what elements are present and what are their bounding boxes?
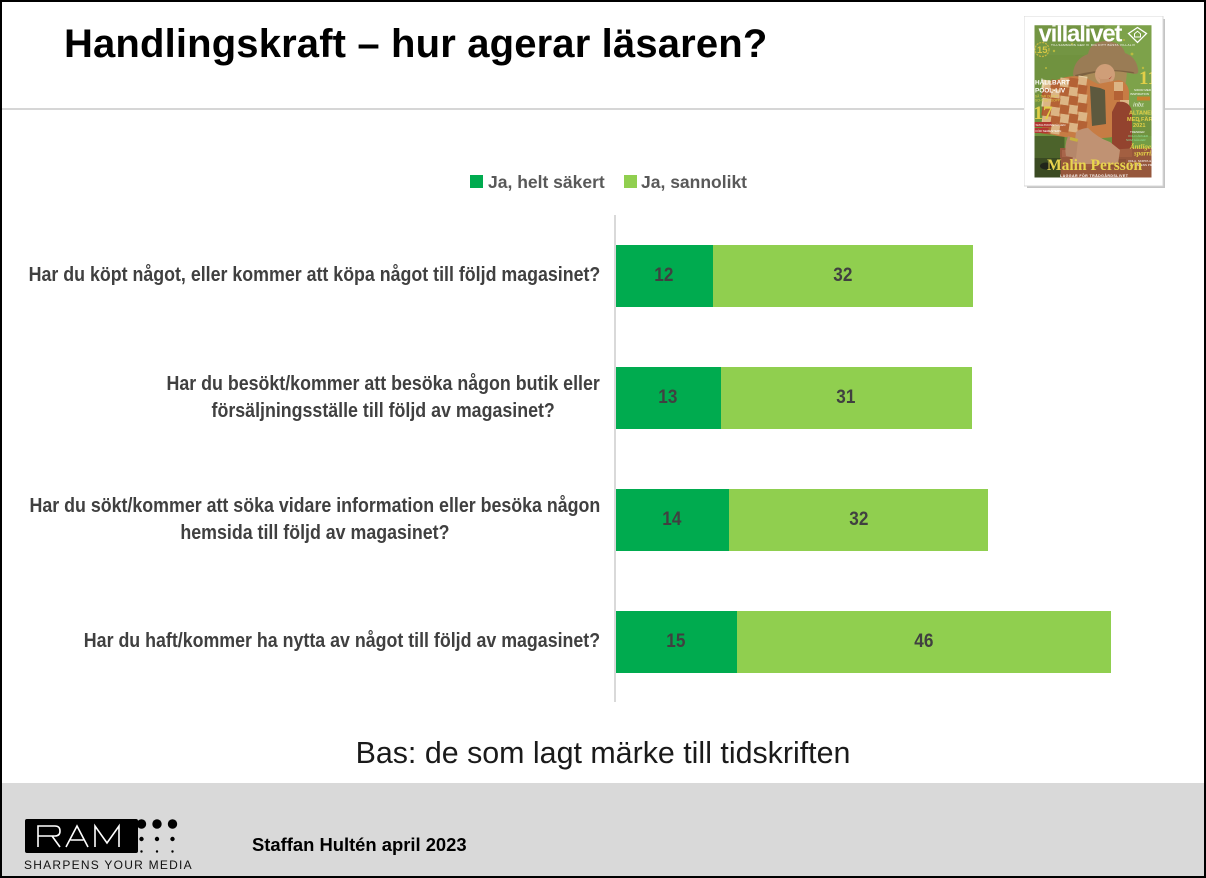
svg-text:17: 17 bbox=[1034, 103, 1054, 124]
svg-text:SIDOR MED: SIDOR MED bbox=[1134, 88, 1152, 92]
svg-text:SMULTRONSTÄLLEN: SMULTRONSTÄLLEN bbox=[1036, 123, 1066, 127]
svg-text:FÖR SEMESTERN: FÖR SEMESTERN bbox=[1036, 129, 1062, 133]
svg-text:Äntligen: Äntligen bbox=[1129, 143, 1155, 151]
svg-text:Malin Persson: Malin Persson bbox=[1047, 157, 1143, 174]
svg-text:AV VÅRENS PRIMEUR: AV VÅRENS PRIMEUR bbox=[1130, 162, 1162, 167]
svg-text:inbz: inbz bbox=[1133, 102, 1144, 109]
svg-text:ODLA, SKIPPA & NJUT: ODLA, SKIPPA & NJUT bbox=[1128, 159, 1160, 163]
svg-text:TRENDER: TRENDER bbox=[1130, 130, 1145, 134]
svg-text:HÅLLBART: HÅLLBART bbox=[1035, 78, 1070, 87]
svg-text:INSPIRATION: INSPIRATION bbox=[1130, 92, 1149, 96]
svg-text:LAGGAR FÖR TRÄDGÅRDSLIVET: LAGGAR FÖR TRÄDGÅRDSLIVET bbox=[1060, 173, 1129, 178]
svg-text:villalivet: villalivet bbox=[1039, 20, 1123, 47]
svg-text:15: 15 bbox=[1037, 45, 1048, 56]
svg-text:ALTANEN: ALTANEN bbox=[1129, 111, 1155, 117]
svg-text:2021: 2021 bbox=[1133, 123, 1145, 129]
svg-text:SOM GÄLLER: SOM GÄLLER bbox=[1126, 138, 1146, 142]
svg-text:OCH FÄRGER: OCH FÄRGER bbox=[1128, 134, 1149, 138]
svg-text:MED FÄRG: MED FÄRG bbox=[1127, 116, 1157, 123]
svg-text:SHARPENS YOUR MEDIA: SHARPENS YOUR MEDIA bbox=[24, 858, 193, 872]
svg-text:11: 11 bbox=[1139, 68, 1157, 89]
svg-text:sparris: sparris bbox=[1133, 150, 1154, 158]
svg-text:SÅ TAR DU ETT: SÅ TAR DU ETT bbox=[1035, 94, 1059, 99]
svg-text:SCHYSST DOPP: SCHYSST DOPP bbox=[1035, 99, 1060, 103]
svg-text:POOL-LIV: POOL-LIV bbox=[1035, 88, 1066, 95]
svg-text:TILLSAMMANS GER VI DIG DITT BÄ: TILLSAMMANS GER VI DIG DITT BÄSTA VILLAL… bbox=[1051, 43, 1136, 47]
